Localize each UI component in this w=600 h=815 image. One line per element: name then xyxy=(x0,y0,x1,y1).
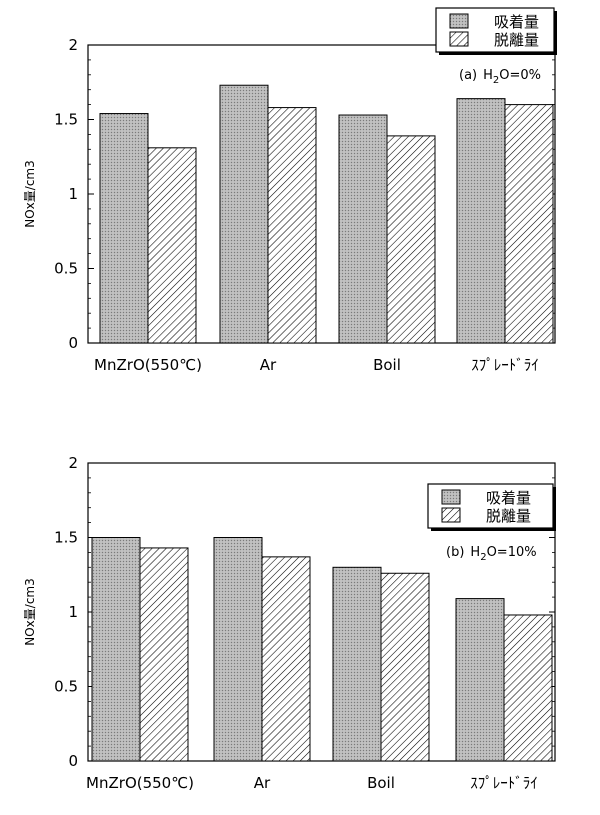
condition-rest: O=10% xyxy=(487,545,537,560)
bar-desorption xyxy=(386,135,436,344)
bar-adsorption xyxy=(213,537,263,762)
x-tick-label: ｽﾌﾟﾚｰﾄﾞﾗｲ xyxy=(470,774,538,792)
y-tick-label: 1 xyxy=(68,603,78,621)
legend-swatch xyxy=(441,507,461,523)
legend-label: 脱離量 xyxy=(486,507,531,525)
y-tick-label: 0 xyxy=(68,752,78,770)
x-tick-label: MnZrO(550℃) xyxy=(94,356,202,374)
bar-adsorption xyxy=(91,537,141,762)
bar-desorption xyxy=(380,572,430,762)
y-tick-label: 0.5 xyxy=(54,260,78,278)
condition-h: H xyxy=(470,545,480,560)
chart-panel-b: 0 0.5 1 1.5 2 NOx量/cm3 MnZrO(550℃) Ar Boil ｽﾌﾟﾚｰﾄ… xyxy=(23,454,556,792)
bar-adsorption xyxy=(332,566,382,762)
bar-adsorption xyxy=(219,84,269,344)
y-axis-label: NOx量/cm3 xyxy=(23,160,37,228)
x-tick-label: Boil xyxy=(373,356,401,374)
legend-swatch xyxy=(449,13,469,29)
x-tick-label: Boil xyxy=(367,774,395,792)
bar-adsorption xyxy=(455,598,505,762)
y-axis-label: NOx量/cm3 xyxy=(23,578,37,646)
x-tick-label: MnZrO(550℃) xyxy=(86,774,194,792)
condition-h: H xyxy=(483,68,493,83)
bar-adsorption xyxy=(338,114,388,344)
panel-label: (a) xyxy=(459,68,477,83)
x-tick-label: Ar xyxy=(260,356,277,374)
legend-label: 吸着量 xyxy=(494,13,539,31)
bar-desorption xyxy=(147,147,197,344)
y-tick-label: 1.5 xyxy=(54,529,78,547)
legend-swatch xyxy=(449,31,469,47)
condition-subscript: 2 xyxy=(493,75,499,86)
bar-adsorption xyxy=(456,98,506,344)
legend-label: 吸着量 xyxy=(486,489,531,507)
bar-desorption xyxy=(261,556,311,762)
x-tick-label: Ar xyxy=(254,774,271,792)
x-tick-label: ｽﾌﾟﾚｰﾄﾞﾗｲ xyxy=(471,356,539,374)
bar-desorption xyxy=(503,614,553,762)
y-tick-label: 2 xyxy=(68,36,78,54)
bar-desorption xyxy=(139,547,189,762)
y-tick-label: 0 xyxy=(68,334,78,352)
chart-panel-a: 0 0.5 1 1.5 2 NOx量/cm3 MnZrO(550℃) Ar Boil ｽﾌﾟﾚｰﾄ… xyxy=(23,7,557,374)
bar-desorption xyxy=(504,104,554,344)
legend-swatch xyxy=(441,489,461,505)
panel-label: (b) xyxy=(446,545,464,560)
condition-rest: O=0% xyxy=(499,68,541,83)
y-tick-label: 1 xyxy=(68,185,78,203)
y-tick-label: 1.5 xyxy=(54,111,78,129)
condition-annotation: (b) H2O=10% xyxy=(446,545,537,563)
bar-adsorption xyxy=(99,113,149,344)
condition-annotation: (a) H2O=0% xyxy=(459,68,541,86)
legend-label: 脱離量 xyxy=(494,31,539,49)
y-tick-label: 0.5 xyxy=(54,678,78,696)
y-tick-label: 2 xyxy=(68,454,78,472)
condition-subscript: 2 xyxy=(480,552,486,563)
bar-desorption xyxy=(267,107,317,344)
